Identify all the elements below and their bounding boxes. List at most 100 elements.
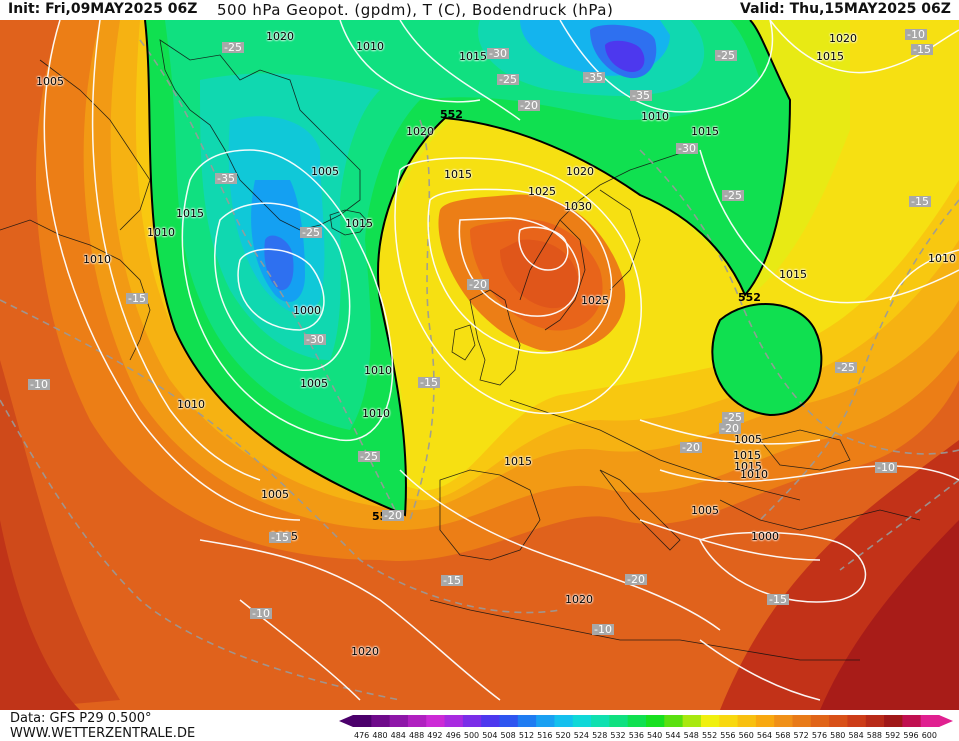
legend-tick-label: 564	[757, 731, 772, 740]
isobar-1015-east	[639, 419, 821, 445]
legend-tick-label: 528	[592, 731, 607, 740]
temperature-label: -30	[487, 47, 509, 60]
isobar-1000-low	[237, 248, 325, 331]
legend-tick-label: 544	[665, 731, 680, 740]
greenland-coast	[159, 39, 361, 231]
legend-tick-label: 584	[848, 731, 863, 740]
init-time: Init: Fri,09MAY2025 06Z	[8, 1, 198, 17]
isobar-label: 1010	[740, 468, 768, 481]
legend-tick-label: 592	[885, 731, 900, 740]
temperature-label: -30	[676, 142, 698, 155]
color-legend: 476 480 484 488 492 496 500 504 508 512 516 520 524 5…	[339, 715, 953, 740]
fill-568-center	[500, 239, 579, 309]
legend-swatch	[902, 715, 922, 727]
isobar-label: 1015	[691, 125, 719, 138]
isobar-1000-se	[698, 531, 867, 603]
product-title: 500 hPa Geopot. (gpdm), T (C), Bodendruc…	[217, 1, 614, 19]
legend-swatch	[700, 715, 720, 727]
isobar-label: 1005	[311, 165, 339, 178]
legend-tick-label: 508	[501, 731, 516, 740]
british-isles	[469, 289, 521, 386]
legend-tick-label: 516	[537, 731, 552, 740]
legend-tick-label: 520	[555, 731, 570, 740]
isobar-label: 1005	[734, 433, 762, 446]
legend-swatch	[682, 715, 702, 727]
legend-tick-label: 576	[812, 731, 827, 740]
temperature-label: -25	[835, 361, 857, 374]
coastlines	[0, 39, 921, 661]
temperature-label: -15	[418, 376, 440, 389]
legend-swatch	[774, 715, 793, 727]
isobar-label: 1015	[459, 50, 487, 63]
contour-552-west	[144, 20, 792, 517]
height-label: 552	[738, 291, 761, 304]
isobar-label: 1015	[345, 217, 373, 230]
data-source: Data: GFS P29 0.500°	[10, 711, 152, 726]
isobar-label: 1025	[528, 185, 556, 198]
legend-swatch	[407, 715, 427, 727]
isobar-label: 1020	[351, 645, 379, 658]
fill-592-se	[820, 520, 959, 710]
isobar-label: 1020	[266, 30, 294, 43]
header-bar: Init: Fri,09MAY2025 06Z 500 hPa Geopot. …	[0, 0, 959, 20]
isotherm-minus15-east	[759, 199, 959, 521]
legend-tick-label: 588	[867, 731, 882, 740]
temperature-label: -15	[269, 531, 291, 544]
isobar-label: 1010	[83, 253, 111, 266]
iberia	[439, 469, 541, 561]
isobar-label: 1015	[176, 207, 204, 220]
isobar-label: 1015	[734, 460, 762, 473]
isobar-1005-se	[639, 519, 821, 561]
isobar-1015-ne	[699, 149, 959, 304]
legend-swatch	[444, 715, 464, 727]
website: WWW.WETTERZENTRALE.DE	[10, 726, 196, 741]
isobar-1020-ne	[769, 20, 959, 74]
legend-swatch	[481, 715, 500, 727]
legend-swatch	[810, 715, 830, 727]
legend-swatch	[517, 715, 537, 727]
isobar-1010-far-e	[889, 249, 959, 301]
legend-swatch	[389, 715, 409, 727]
temperature-label: -15	[911, 43, 933, 56]
iceland-coast	[329, 209, 369, 236]
legend-tick-label: 536	[629, 731, 644, 740]
isobar-label: 1020	[406, 125, 434, 138]
isotherm-minus20	[409, 119, 435, 521]
temperature-label: -25	[722, 189, 744, 202]
contour-552-cutoff	[711, 303, 823, 417]
legend-swatch	[664, 715, 684, 727]
isobar-label: 1015	[779, 268, 807, 281]
italy	[599, 469, 681, 551]
temperature-label: -25	[300, 226, 322, 239]
isobar-label: 1010	[177, 398, 205, 411]
black-sea	[759, 429, 851, 471]
legend-swatch	[755, 715, 775, 727]
legend-tick-label: 504	[482, 731, 497, 740]
legend-tick-label: 532	[610, 731, 625, 740]
isobar-label: 1015	[504, 455, 532, 468]
legend-swatch	[591, 715, 610, 727]
isobar-label: 1025	[581, 294, 609, 307]
isobar-1020-high	[427, 188, 613, 354]
europe-coast	[509, 399, 801, 501]
height-contour-552	[144, 20, 823, 517]
temperature-label: -25	[715, 49, 737, 62]
temperature-label: -25	[722, 411, 744, 424]
legend-swatch	[646, 715, 665, 727]
isobar-label: 1010	[928, 252, 956, 265]
isobar-label: 1010	[364, 364, 392, 377]
height-labels: 552 552 552	[372, 108, 761, 523]
isobar-label: 1005	[36, 75, 64, 88]
height-label: 552	[440, 108, 463, 121]
legend-swatch	[499, 715, 519, 727]
temperature-label: -15	[767, 593, 789, 606]
legend-tick-label: 552	[702, 731, 717, 740]
legend-arrow-low	[339, 715, 353, 727]
isobar-label: 1005	[300, 377, 328, 390]
legend-tick-label: 476	[354, 731, 369, 740]
fill-520-n	[605, 40, 645, 72]
isotherm-minus25-east	[639, 149, 959, 455]
legend-tick-label: 512	[519, 731, 534, 740]
isobar-label: 1030	[564, 200, 592, 213]
isobar-label: 1010	[362, 407, 390, 420]
